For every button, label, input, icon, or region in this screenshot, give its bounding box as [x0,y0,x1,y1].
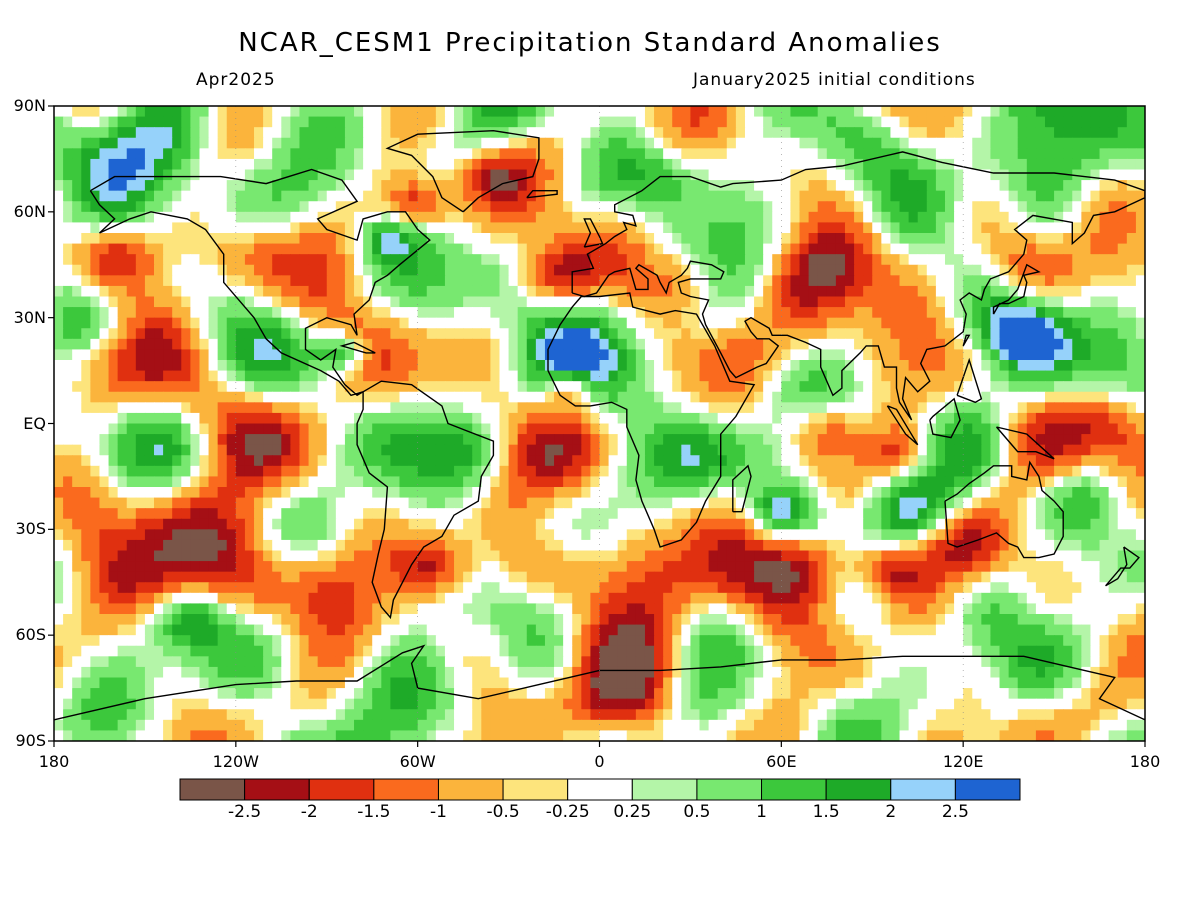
colorbar-label: -0.25 [545,802,590,822]
coastline-1 [356,380,495,620]
lon-label: 60W [399,752,436,771]
coastline-9 [732,464,752,513]
lon-label: 180 [1129,752,1161,771]
coastline-12 [995,426,1055,460]
colorbar-label: 1.5 [812,802,840,822]
lon-label: 120E [942,752,984,771]
colorbar-swatch [890,778,956,801]
coastline-3 [547,292,756,548]
lon-label: 180 [38,752,70,771]
coastline-13 [1105,546,1140,587]
lat-label: 60S [15,625,46,645]
colorbar-label: -2 [300,802,318,822]
initial-conditions: January2025 initial conditions [693,70,976,90]
coastline-5 [944,460,1064,559]
colorbar-swatch [308,778,375,801]
lat-label: 90S [15,731,46,750]
colorbar-swatch [179,778,246,801]
coastline-14 [526,189,558,199]
colorbar-swatch [954,778,1021,801]
colorbar-swatch [825,778,892,801]
map-title: NCAR_CESM1 Precipitation Standard Anomal… [238,28,942,58]
colorbar-label: -2.5 [228,802,262,822]
axis-ticks [48,105,1146,747]
coastline-11 [929,397,961,439]
colorbar-label: 1 [756,802,767,822]
lon-label: 60E [766,752,797,771]
colorbar-swatch [244,778,310,801]
colorbar-label: 2.5 [941,802,969,822]
lat-label: 30S [15,519,46,539]
colorbar-swatch [373,778,439,801]
colorbar-label: 0.5 [683,802,711,822]
coastline-0 [89,168,431,397]
colorbar-label: -0.5 [486,802,520,822]
lat-label: 90N [13,96,46,115]
coastline-15 [339,341,376,354]
anomaly-field [54,106,1145,741]
coastline-2 [385,129,540,213]
colorbar [179,778,1021,801]
coastline-4 [571,151,1145,421]
colorbar-label: 0.25 [613,802,652,822]
lon-label: 0 [594,752,605,771]
coastline-8 [992,263,1041,315]
lat-label: EQ [23,413,46,433]
coastline-10 [886,405,919,446]
coastline-17 [956,357,983,404]
colorbar-swatch [437,778,504,801]
lat-label: 30N [13,307,46,327]
colorbar-label: 2 [885,802,897,822]
colorbar-swatch [761,778,827,801]
colorbar-swatch [502,778,569,801]
lon-label: 120W [212,752,259,771]
coastline-7 [583,218,604,248]
colorbar-label: -1 [429,802,447,822]
colorbar-swatch [696,778,763,801]
forecast-month: Apr2025 [196,70,276,90]
colorbar-label: -1.5 [357,802,391,822]
lat-label: 60N [13,201,46,221]
coastline-16 [962,334,971,347]
colorbar-swatch [567,778,633,801]
colorbar-swatch [631,778,698,801]
